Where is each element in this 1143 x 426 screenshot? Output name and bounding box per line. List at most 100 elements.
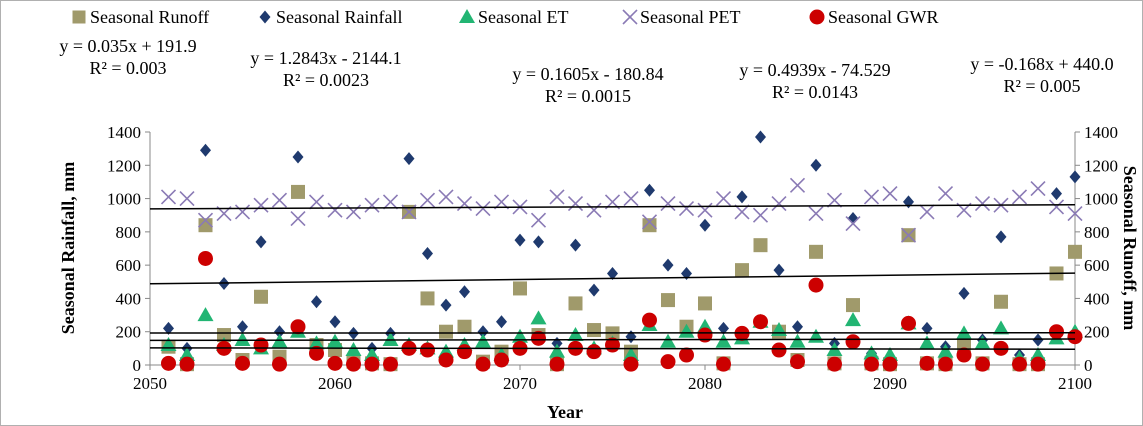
data-point-seasonal-pet-stroke (586, 202, 602, 218)
data-point-seasonal-pet (549, 189, 565, 205)
data-point-seasonal-et (567, 327, 584, 342)
data-point-seasonal-pet-stroke (549, 189, 565, 205)
legend-label-seasonal-rainfall: Seasonal Rainfall (276, 7, 402, 27)
y-tick-label: 400 (116, 289, 142, 308)
data-point-seasonal-runoff (291, 184, 305, 199)
data-point-seasonal-pet (641, 214, 658, 230)
data-point-seasonal-pet (290, 210, 306, 227)
data-point-seasonal-pet (974, 195, 991, 212)
data-point-seasonal-pet-stroke (438, 189, 454, 205)
data-point-seasonal-rainfall (237, 320, 248, 334)
data-point-seasonal-pet-stroke (1011, 189, 1028, 205)
data-point-seasonal-et (993, 320, 1009, 335)
data-point-seasonal-pet-stroke (678, 200, 695, 217)
data-point-seasonal-rainfall (607, 266, 618, 280)
legend-label-seasonal-gwr: Seasonal GWR (828, 7, 938, 27)
data-point-seasonal-pet-stroke (179, 191, 195, 207)
data-point-seasonal-gwr (1030, 356, 1046, 372)
data-point-seasonal-rainfall (459, 285, 470, 299)
data-point-seasonal-pet-stroke (419, 192, 436, 208)
data-point-seasonal-pet (789, 177, 806, 193)
data-point-seasonal-rainfall (718, 321, 729, 335)
data-point-seasonal-rainfall (311, 295, 322, 309)
data-point-seasonal-gwr (679, 347, 694, 363)
legend-item-seasonal-pet: Seasonal PET (622, 7, 741, 27)
data-point-seasonal-gwr (697, 327, 713, 343)
trendline-equations: y = 0.035x + 191.9R² = 0.003 y = 1.2843x … (59, 36, 1113, 106)
data-point-seasonal-gwr (642, 312, 657, 328)
data-point-seasonal-pet-stroke (882, 186, 898, 202)
data-point-seasonal-pet-stroke (734, 204, 750, 220)
x-axis-title: Year (547, 402, 583, 422)
legend-label-seasonal-et: Seasonal ET (478, 7, 568, 27)
data-point-seasonal-gwr (660, 354, 676, 370)
data-point-seasonal-pet (900, 227, 917, 243)
y2-tick-label: 800 (1084, 223, 1110, 242)
data-point-seasonal-pet (438, 189, 454, 205)
data-point-seasonal-pet (530, 212, 547, 228)
trendline-equation-seasonal-gwr: y = -0.168x + 440.0 (970, 54, 1113, 74)
data-point-seasonal-pet (697, 202, 713, 218)
data-point-seasonal-rainfall (440, 298, 452, 312)
data-point-seasonal-runoff (587, 323, 601, 338)
data-point-seasonal-et (345, 342, 362, 357)
data-point-seasonal-rainfall (773, 263, 785, 277)
data-point-seasonal-gwr (975, 356, 990, 372)
data-point-seasonal-gwr (438, 352, 454, 368)
data-point-seasonal-rainfall (792, 320, 803, 334)
trendline-r2-seasonal-et: R² = 0.0015 (545, 86, 631, 106)
legend-item-seasonal-et: Seasonal ET (459, 7, 568, 27)
x-tick-label: 2090 (873, 374, 907, 393)
data-point-seasonal-pet (623, 191, 639, 207)
data-point-seasonal-gwr (420, 342, 435, 358)
y2-tick-label: 1000 (1084, 190, 1118, 209)
data-point-seasonal-gwr (309, 345, 324, 361)
data-point-seasonal-runoff (846, 298, 860, 313)
data-point-seasonal-et (882, 347, 898, 362)
data-point-seasonal-rainfall (958, 286, 970, 300)
legend-marker-seasonal-pet (622, 9, 638, 25)
y2-tick-label: 600 (1084, 256, 1110, 275)
data-point-seasonal-rainfall (422, 246, 433, 260)
data-point-seasonal-gwr (179, 356, 195, 372)
data-point-seasonal-et (715, 333, 732, 348)
y-tick-label: 600 (116, 256, 142, 275)
data-point-seasonal-runoff (735, 263, 749, 278)
data-point-seasonal-pet (382, 194, 399, 210)
data-point-seasonal-runoff (420, 291, 435, 306)
data-point-seasonal-et (197, 307, 214, 322)
data-point-seasonal-pet-stroke (475, 200, 491, 217)
y-tick-label: 0 (133, 356, 142, 375)
data-point-seasonal-runoff (809, 244, 823, 259)
data-point-seasonal-pet (586, 202, 602, 218)
data-point-seasonal-pet (364, 197, 380, 213)
trendline-equation-seasonal-rainfall: y = 1.2843x - 2144.1 (250, 48, 401, 68)
data-point-seasonal-pet (179, 191, 195, 207)
data-point-seasonal-gwr (716, 356, 731, 372)
x-tick-label: 2060 (318, 374, 352, 393)
data-point-seasonal-et (308, 335, 325, 350)
data-point-seasonal-runoff (457, 319, 472, 334)
data-point-seasonal-pet-stroke (1067, 205, 1083, 222)
data-point-seasonal-gwr (771, 342, 787, 358)
data-point-seasonal-pet-stroke (937, 186, 954, 202)
data-point-seasonal-pet (1048, 199, 1065, 215)
legend-marker-seasonal-runoff (72, 10, 86, 24)
data-point-seasonal-gwr (1012, 356, 1027, 372)
data-point-seasonal-runoff (698, 296, 712, 311)
data-point-seasonal-pet (771, 195, 787, 212)
data-point-seasonal-pet-stroke (1048, 199, 1065, 215)
data-point-seasonal-pet-stroke (771, 195, 787, 212)
data-point-seasonal-et (789, 333, 806, 348)
data-point-seasonal-pet-stroke (623, 191, 639, 207)
data-point-seasonal-rainfall (699, 218, 711, 232)
data-point-seasonal-gwr (938, 356, 953, 372)
data-point-seasonal-gwr (272, 356, 287, 372)
data-point-seasonal-rainfall (292, 150, 304, 164)
data-point-seasonal-et (475, 333, 491, 348)
y-tick-label: 800 (116, 223, 142, 242)
data-point-seasonal-gwr (494, 352, 509, 368)
data-point-seasonal-pet (308, 194, 325, 210)
data-point-seasonal-gwr (364, 356, 380, 372)
